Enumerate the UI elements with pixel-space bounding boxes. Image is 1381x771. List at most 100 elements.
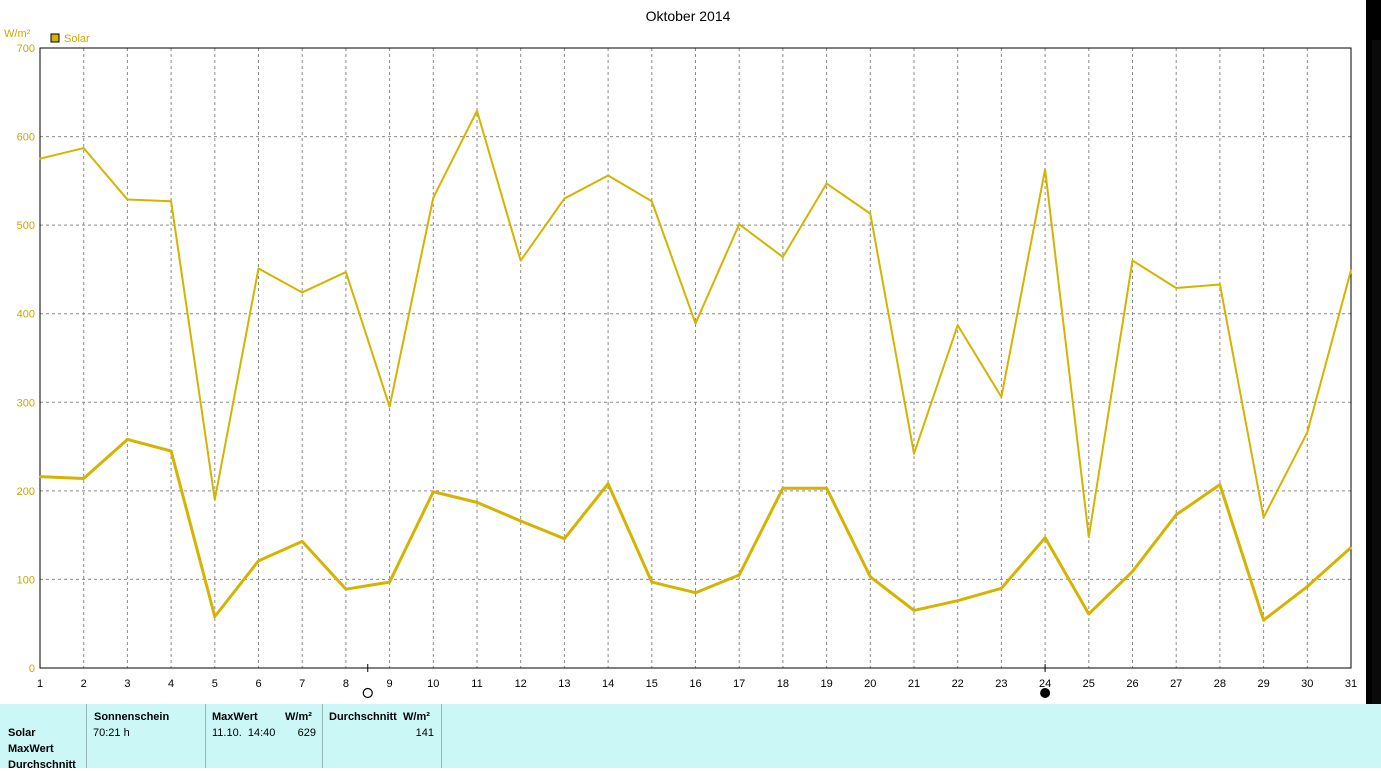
avg-unit: W/m² [403, 711, 430, 723]
data-point-max [257, 267, 260, 270]
data-point-max [39, 157, 41, 160]
data-point-average [1219, 483, 1221, 486]
x-tick-label: 6 [255, 678, 261, 690]
x-tick-label: 2 [81, 678, 87, 690]
data-point-max [170, 200, 172, 203]
x-tick-label: 30 [1301, 678, 1313, 690]
x-tick-label: 1 [37, 678, 43, 690]
data-point-average [126, 438, 129, 441]
data-point-average [913, 609, 915, 612]
x-tick-label: 19 [820, 678, 832, 690]
x-tick-label: 7 [299, 678, 305, 690]
data-point-max [301, 291, 304, 294]
data-point-average [1000, 587, 1003, 590]
data-point-max [1219, 283, 1221, 286]
y-tick-label: 700 [17, 43, 35, 55]
data-point-average [738, 574, 740, 576]
max-header: MaxWert [212, 711, 258, 723]
x-tick-label: 26 [1126, 678, 1138, 690]
max-value: 629 [297, 727, 316, 739]
data-point-max [1350, 269, 1352, 272]
window-edge-inner [1372, 40, 1381, 768]
x-tick-label: 28 [1214, 678, 1226, 690]
data-point-average [956, 599, 959, 602]
x-tick-label: 29 [1257, 678, 1269, 690]
max-datetime: 11.10. 14:40 [212, 727, 276, 739]
data-point-average [1262, 619, 1265, 621]
x-tick-label: 25 [1083, 678, 1095, 690]
legend-swatch [50, 33, 60, 43]
avg-header: Durchschnitt [329, 711, 397, 723]
data-point-max [869, 212, 872, 215]
data-point-average [519, 520, 522, 522]
x-tick-label: 21 [908, 678, 920, 690]
data-point-average [563, 537, 566, 540]
max-unit: W/m² [285, 711, 312, 723]
sunshine-value: 70:21 h [93, 727, 130, 739]
data-point-max [476, 110, 478, 112]
x-tick-label: 15 [646, 678, 658, 690]
x-tick-label: 22 [952, 678, 964, 690]
row-label-solar: Solar [8, 727, 36, 739]
data-point-max [738, 223, 740, 226]
x-tick-label: 9 [387, 678, 393, 690]
data-point-average [345, 588, 347, 590]
data-point-average [651, 581, 653, 583]
data-point-max [1088, 536, 1090, 538]
data-point-max [913, 452, 915, 455]
data-point-max [1306, 431, 1309, 434]
data-point-average [1306, 585, 1309, 588]
data-point-max [519, 259, 522, 262]
data-point-max [1262, 516, 1265, 519]
x-tick-label: 8 [343, 678, 349, 690]
data-point-max [432, 196, 435, 199]
series [39, 109, 1352, 622]
data-point-average [1175, 513, 1177, 516]
data-point-max [1175, 287, 1177, 289]
data-point-average [825, 487, 828, 490]
sunshine-header: Sonnenschein [94, 711, 170, 723]
x-tick-label: 23 [995, 678, 1007, 690]
chart-title: Oktober 2014 [646, 8, 731, 24]
data-point-max [1131, 259, 1134, 262]
data-point-max [607, 174, 609, 177]
data-point-max [956, 324, 959, 327]
data-point-max [825, 182, 828, 185]
moon-markers [362, 664, 1051, 699]
data-point-max [651, 200, 653, 203]
y-axis-label: W/m² [4, 28, 31, 40]
data-point-average [1131, 570, 1134, 573]
col-labels [0, 704, 87, 768]
data-point-max [563, 197, 566, 200]
x-tick-label: 5 [212, 678, 218, 690]
x-tick-label: 4 [168, 678, 174, 690]
data-point-average [39, 475, 41, 478]
y-tick-labels: 0 100 200 300 400 500 600 700 [17, 43, 35, 675]
x-tick-label: 13 [558, 678, 570, 690]
col-avg: Durchschnitt W/m² 141 [323, 704, 442, 768]
data-point-average [476, 501, 478, 504]
row-label-maxwert: MaxWert [8, 743, 54, 755]
y-tick-label: 0 [29, 663, 35, 675]
y-tick-label: 400 [17, 309, 35, 321]
data-point-average [388, 581, 391, 583]
x-tick-label: 16 [689, 678, 701, 690]
legend-label: Solar [64, 33, 90, 45]
data-point-max [782, 256, 784, 258]
x-tick-label: 11 [471, 678, 482, 690]
data-point-average [694, 591, 697, 594]
data-point-max [694, 322, 697, 325]
data-point-average [1044, 537, 1046, 539]
data-point-average [869, 575, 872, 578]
data-point-max [214, 498, 216, 501]
avg-value: 141 [415, 727, 434, 739]
x-tick-label: 17 [733, 678, 745, 690]
data-point-average [782, 487, 784, 490]
data-point-max [1000, 396, 1003, 398]
data-point-max [345, 271, 347, 273]
x-tick-label: 10 [427, 678, 439, 690]
x-tick-label: 18 [777, 678, 789, 690]
x-tick-label: 31 [1345, 678, 1357, 690]
stats-panel: Solar MaxWert Durchschnitt Sonnenschein … [0, 704, 1381, 771]
full-moon-icon [362, 687, 373, 699]
